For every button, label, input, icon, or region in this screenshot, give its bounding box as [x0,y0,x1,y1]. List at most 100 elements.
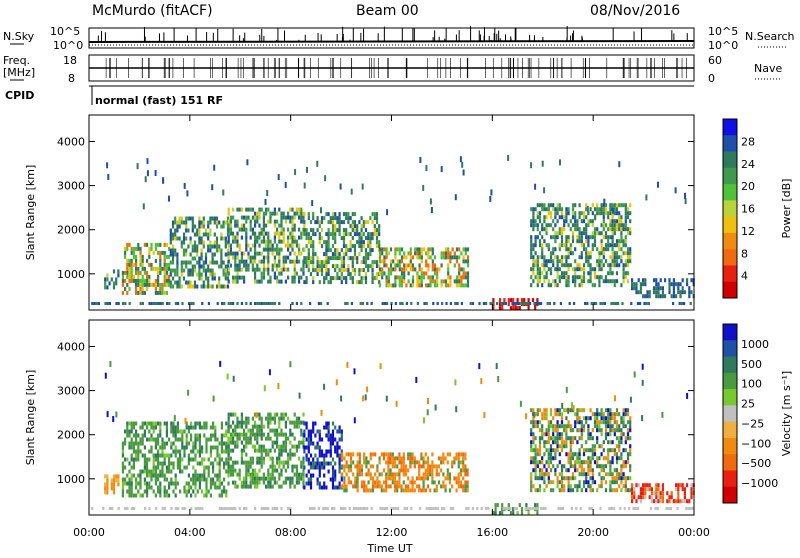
data-cell [690,278,693,283]
data-cell [411,480,414,485]
data-cell [569,436,572,441]
data-cell [302,468,305,473]
data-cell [163,493,166,498]
data-cell [607,432,610,437]
data-cell [176,260,179,265]
data-cell [204,232,208,237]
data-cell [578,275,581,280]
data-cell [356,280,359,285]
data-cell [303,433,306,438]
data-cell [437,464,441,469]
data-cell [387,460,390,465]
data-cell [240,227,243,232]
data-cell [238,227,241,232]
data-cell [260,207,263,212]
data-cell [416,247,419,252]
data-cell [312,256,315,261]
data-cell [192,465,195,470]
data-cell [451,484,454,489]
data-cell [262,472,265,477]
data-cell [381,259,384,264]
data-cell [234,235,237,240]
data-cell [340,477,343,482]
data-cell [549,255,553,260]
data-cell [198,437,201,442]
data-cell [331,224,335,229]
data-cell [189,216,192,221]
data-cell [407,488,410,493]
data-cell [538,408,542,413]
data-cell [530,460,533,465]
data-cell [300,211,303,216]
data-cell [225,493,228,498]
data-cell [232,231,235,236]
data-cell [501,503,504,508]
data-cell [309,473,313,478]
data-cell [462,452,465,457]
data-cell [394,255,397,260]
data-cell [293,424,296,429]
data-cell [174,425,177,430]
data-cell [518,302,521,305]
data-cell [174,232,177,237]
data-cell [560,275,564,280]
data-cell [611,231,614,236]
data-cell [385,452,388,457]
data-cell [240,302,243,305]
data-cell [169,248,172,253]
data-cell [309,485,313,490]
data-cell [545,472,548,477]
data-cell [629,259,632,264]
data-cell [375,260,379,265]
data-cell [541,432,544,437]
data-cell [166,302,169,305]
data-cell [256,302,259,305]
data-cell [139,481,142,486]
data-cell [367,264,370,269]
data-cell [295,420,298,425]
data-cell [462,255,465,260]
data-cell [633,286,636,291]
data-cell [245,436,248,441]
data-cell [187,473,190,478]
data-cell [556,203,559,208]
data-cell [364,276,368,281]
data-cell [135,286,138,291]
data-cell [245,239,248,244]
data-cell [256,476,259,481]
data-cell [282,412,285,417]
data-cell [267,448,270,453]
data-cell [157,433,160,438]
data-cell [192,481,195,486]
data-cell [545,259,548,264]
data-cell [665,507,668,510]
data-cell [559,302,562,305]
data-cell [126,507,129,510]
data-cell [464,452,467,457]
data-cell [392,267,395,272]
data-cell [139,250,142,255]
data-cell [622,203,625,208]
data-cell [613,283,616,288]
data-cell [556,424,559,429]
data-cell [295,468,298,473]
data-cell [139,449,142,454]
data-cell [247,472,250,477]
data-cell [193,256,197,261]
data-cell [534,263,537,268]
data-cell [549,211,553,216]
data-cell [240,452,243,457]
data-cell [547,267,550,272]
data-cell [589,279,592,284]
data-cell [234,460,237,465]
data-cell [307,216,310,221]
data-cell [165,242,168,247]
data-cell [574,271,577,276]
data-cell [232,412,235,417]
y-tick-label: 2000 [57,224,85,237]
data-cell [541,424,544,429]
data-cell [585,251,588,256]
data-cell [509,306,513,311]
data-cell [620,440,623,445]
data-cell [609,235,612,240]
